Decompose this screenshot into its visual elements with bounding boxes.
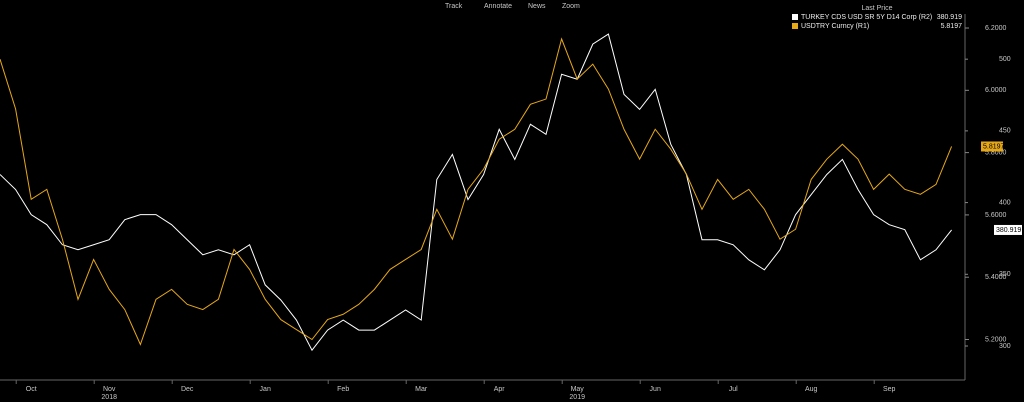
legend-value: 5.8197 [941, 23, 963, 30]
last-value-label: 380.919 [996, 227, 1021, 234]
y2-tick-label: 500 [999, 56, 1011, 63]
series-line [0, 37, 953, 346]
x-tick-label: Jan [260, 386, 271, 393]
x-tick-label: May [571, 386, 585, 393]
legend-swatch [792, 23, 798, 29]
legend-label: USDTRY Curncy (R1) [801, 23, 869, 30]
legend-label: TURKEY CDS USD SR 5Y D14 Corp (R2) [801, 14, 932, 21]
y-tick-label: 6.2000 [985, 25, 1007, 32]
year-label: 2018 [101, 394, 117, 401]
toolbar-track[interactable]: Track [445, 3, 463, 10]
y-tick-label: 5.4000 [985, 274, 1007, 281]
x-tick-label: Feb [337, 386, 349, 393]
x-tick-label: Sep [883, 386, 896, 393]
legend-title: Last Price [861, 5, 892, 12]
toolbar-annotate[interactable]: Annotate [484, 3, 512, 10]
x-tick-label: Mar [415, 386, 428, 393]
x-tick-label: Oct [26, 386, 37, 393]
last-value-label: 5.8197 [983, 143, 1005, 150]
toolbar-news[interactable]: News [528, 3, 546, 10]
x-tick-label: Nov [103, 386, 116, 393]
x-tick-label: Jun [650, 386, 661, 393]
x-tick-label: Aug [805, 386, 818, 393]
legend-value: 380.919 [937, 14, 962, 21]
x-tick-label: Dec [181, 386, 194, 393]
y-tick-label: 5.6000 [985, 212, 1007, 219]
toolbar: Track Annotate News Zoom [445, 3, 580, 10]
toolbar-zoom[interactable]: Zoom [562, 3, 580, 10]
y-tick-label: 6.0000 [985, 87, 1007, 94]
y2-tick-label: 350 [999, 271, 1011, 278]
y2-tick-label: 400 [999, 199, 1011, 206]
y2-tick-label: 450 [999, 128, 1011, 135]
y-tick-label: 5.2000 [985, 336, 1007, 343]
x-tick-label: Apr [494, 386, 506, 393]
y-tick-label: 5.8000 [985, 149, 1007, 156]
legend-swatch [792, 14, 798, 20]
series-line [0, 33, 952, 352]
last-value-box [994, 224, 1022, 235]
x-tick-label: Jul [729, 386, 738, 393]
last-value-box [981, 141, 1003, 152]
y2-tick-label: 300 [999, 343, 1011, 350]
year-label: 2019 [569, 394, 585, 401]
